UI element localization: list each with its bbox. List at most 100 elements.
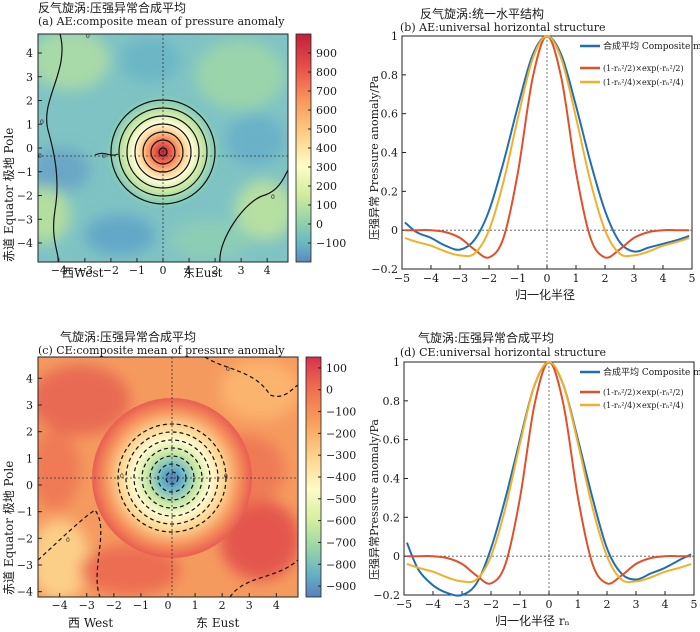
panel-a-cbar-label-4: 500 — [316, 123, 337, 136]
panel-a-xtick-label-5: 1 — [186, 264, 193, 277]
panel-a-xtick-label-2: −2 — [103, 264, 119, 277]
panel-a-xtick-label-3: −1 — [129, 264, 145, 277]
panel-c-xtick-label-0: −4 — [52, 599, 68, 612]
panel-d-xtick-label-10: 5 — [691, 598, 698, 611]
ticks-c: −4 −3 −2 −1 0 1 2 3 4 4 3 2 1 0 −1 −2 −3 −4 — [17, 372, 280, 612]
panel-b-xtick-label-6: 1 — [573, 272, 580, 285]
contour-label-c-2: 0 — [66, 537, 70, 544]
panel-c-ytick-label-6: −2 — [17, 532, 33, 545]
panel-b-title-en: (b) AE:universal horizontal structure — [400, 21, 606, 34]
panel-a-xtick-label-0: −4 — [51, 264, 67, 277]
panel-c-ylabel: 赤道 Equator 极地 Pole — [2, 461, 16, 595]
panel-b-xtick-label-8: 3 — [631, 272, 638, 285]
panel-c-ytick-label-2: 2 — [26, 426, 33, 439]
panel-b-xtick-label-4: −1 — [510, 272, 526, 285]
zero-labels-c: 0 0 0 0 — [66, 366, 230, 544]
panel-d-xtick-label-7: 2 — [604, 598, 611, 611]
panel-a-cbar-label-5: 400 — [316, 142, 337, 155]
panel-c-ytick-label-8: −4 — [17, 586, 33, 599]
panel-b-xlabel: 归一化半径 — [515, 288, 575, 302]
legend-d-label-3: (1-rₙ²/4)×exp(-rₙ²/4) — [603, 401, 684, 410]
panel-c-cbar-label-0: 100 — [326, 362, 347, 375]
panel-c-xtick-label-5: 1 — [192, 599, 199, 612]
panel-a-xtick-label-7: 3 — [238, 264, 245, 277]
panel-b-ytick-label-6: −0.2 — [371, 263, 398, 276]
panel-d-ytick-label-6: −0.2 — [373, 589, 400, 602]
panel-b-ytick-label-2: 0.6 — [381, 108, 399, 121]
panel-a-ytick-label-8: −4 — [17, 237, 33, 250]
legend-b-label-2: (1-rₙ²/2)×exp(-rₙ²/2) — [603, 64, 684, 73]
panel-c-xtick-label-4: 0 — [165, 599, 172, 612]
panel-a-xtick-label-6: 2 — [212, 264, 219, 277]
panel-c-ytick-label-7: −3 — [17, 559, 33, 572]
panel-c-cbar-label-1: 0 — [326, 384, 333, 397]
panel-b-ylabel: 压强异常 Pressure anomaly/Pa — [368, 75, 381, 240]
panel-c-cbar-label-6: −500 — [326, 493, 356, 506]
panel-a-ytick-label-6: −2 — [17, 190, 33, 203]
panel-c-cbar-label-9: −800 — [326, 558, 356, 571]
panel-c-xtick-label-1: −3 — [79, 599, 95, 612]
panel-c-xlabel-east: 东 Eust — [196, 616, 239, 630]
panel-b-xtick-label-2: −3 — [452, 272, 468, 285]
heatmap-a-blobs — [38, 34, 288, 260]
panel-a-cbar-label-1: 800 — [316, 66, 337, 79]
panel-c-xtick-label-7: 3 — [246, 599, 253, 612]
panel-d-ytick-label-4: 0.2 — [383, 511, 401, 524]
panel-b-ytick-label-0: 1 — [391, 30, 398, 43]
panel-d-xtick-label-9: 4 — [662, 598, 669, 611]
panel-d-xtick-label-2: −3 — [454, 598, 470, 611]
panel-a-xlabel-east: 东Eust — [183, 266, 223, 280]
panel-c-xlabel-west: 西 West — [68, 616, 113, 630]
panel-c-xtick-label-8: 4 — [273, 599, 280, 612]
contour-label-a-1: 0 — [86, 33, 90, 40]
contour-label-a-2: 0 — [40, 119, 44, 126]
panel-a-ytick-label-5: −1 — [17, 166, 33, 179]
panel-a-cbar-label-10: −100 — [316, 237, 346, 250]
panel-a-cbar-label-6: 300 — [316, 161, 337, 174]
panel-d-ytick-label-3: 0.4 — [383, 473, 401, 486]
heatmap-c: 0 0 0 0 — [38, 357, 298, 597]
panel-a-cbar-label-7: 200 — [316, 180, 337, 193]
contour-label-a-5: 0 — [38, 153, 42, 160]
panel-c-ytick-label-5: −1 — [17, 506, 33, 519]
panel-a-title-cn: 反气旋涡:压强异常合成平均 — [38, 0, 186, 15]
legend-d-label-1: 合成平均 Composite mean — [603, 366, 700, 378]
panel-d: 气旋涡:压强异常合成平均 (d) CE:universal horizontal… — [368, 330, 700, 628]
panel-c-cbar-label-8: −700 — [326, 536, 356, 549]
panel-c-title-en: (c) CE:composite mean of pressure anomal… — [38, 344, 285, 357]
panel-b-xtick-label-1: −4 — [423, 272, 439, 285]
legend-b-label-3: (1-rₙ²/4)×exp(-rₙ²/4) — [603, 78, 684, 87]
panel-c-ytick-label-3: 1 — [26, 452, 33, 465]
legend-b-label-1: 合成平均 Composite mean — [603, 40, 700, 52]
legend-d-label-2: (1-rₙ²/2)×exp(-rₙ²/2) — [603, 388, 684, 397]
panel-a-xtick-label-1: −3 — [77, 264, 93, 277]
panel-b-xtick-label-10: 5 — [689, 272, 696, 285]
panel-c-ytick-label-1: 3 — [26, 399, 33, 412]
contour-label-a-3: 0 — [102, 153, 106, 160]
legend-b: 合成平均 Composite mean (1-rₙ²/2)×exp(-rₙ²/2… — [580, 40, 700, 87]
zero-labels-a: 0 0 0 0 0 — [38, 33, 275, 201]
plot-b: −5 −4 −3 −2 −1 0 1 2 3 4 5 1 0.8 0.6 0.4 0.2 0 −0.2 — [371, 30, 695, 285]
panel-a-xtick-label-4: 0 — [160, 264, 167, 277]
panel-a-ytick-label-0: 4 — [26, 47, 33, 60]
panel-d-title-en: (d) CE:universal horizontal structure — [400, 346, 606, 359]
panel-c-ytick-label-0: 4 — [26, 372, 33, 385]
panel-c-xtick-label-2: −2 — [106, 599, 122, 612]
panel-b-title-cn: 反气旋涡:统一水平结构 — [420, 6, 544, 21]
panel-b-ytick-label-5: 0 — [391, 224, 398, 237]
panel-c-title-cn: 气旋涡:压强异常合成平均 — [60, 329, 196, 344]
contour-label-c-1: 0 — [226, 366, 230, 373]
panel-a-ytick-label-3: 1 — [26, 118, 33, 131]
panel-a-xtick-label-8: 4 — [264, 264, 271, 277]
panel-b-xtick-label-9: 4 — [660, 272, 667, 285]
panel-d-ytick-label-5: 0 — [393, 550, 400, 563]
panel-c-cbar-label-10: −900 — [326, 580, 356, 593]
panel-d-title-cn: 气旋涡:压强异常合成平均 — [418, 330, 554, 345]
panel-d-xtick-label-5: 0 — [546, 598, 553, 611]
panel-b-ytick-label-4: 0.2 — [381, 185, 399, 198]
colorbar-a-ticks: 900 800 700 600 500 400 300 200 100 0 −100 — [308, 47, 346, 250]
panel-b-ytick-label-1: 0.8 — [381, 69, 399, 82]
contour-label-a-4: 0 — [271, 194, 275, 201]
panel-c-cbar-label-4: −300 — [326, 449, 356, 462]
